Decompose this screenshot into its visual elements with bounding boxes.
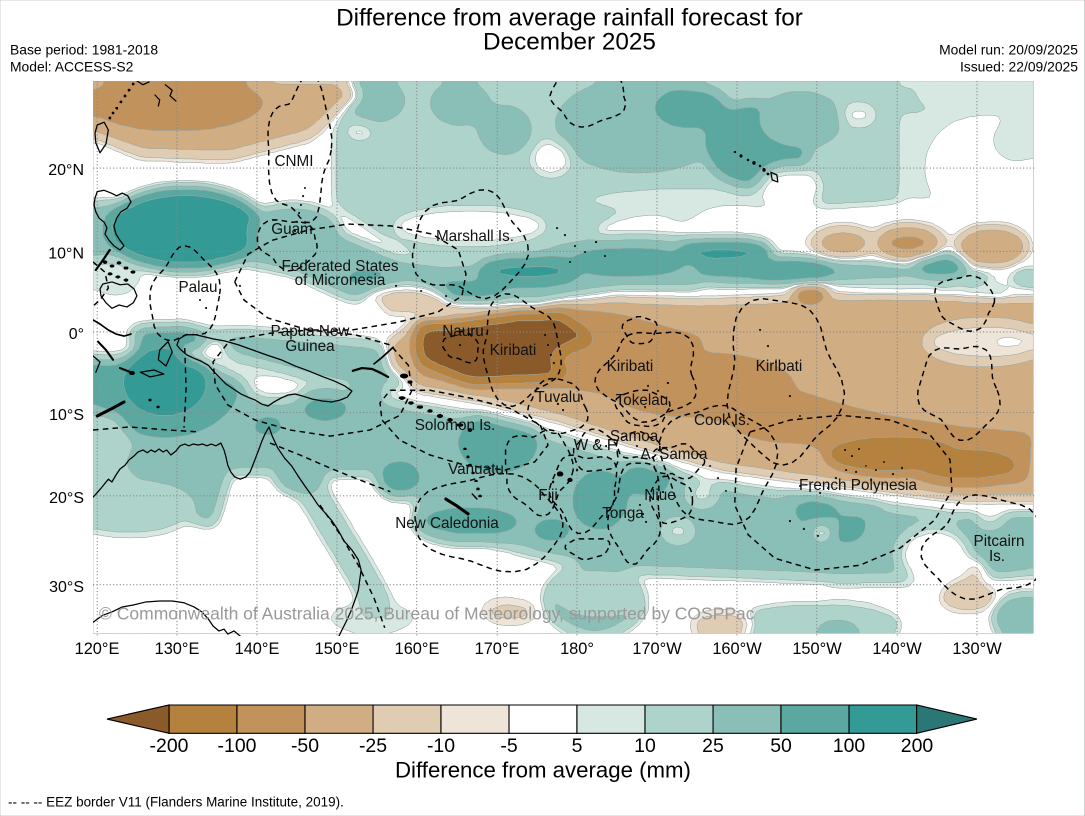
svg-text:Tokelau: Tokelau [616, 392, 669, 409]
svg-text:W & F: W & F [574, 437, 616, 454]
svg-text:-50: -50 [291, 735, 319, 757]
svg-text:50: 50 [770, 735, 792, 757]
svg-text:5: 5 [572, 735, 583, 757]
svg-text:Pitcairn: Pitcairn [974, 533, 1025, 550]
svg-text:Papua New: Papua New [271, 323, 351, 340]
svg-text:170°W: 170°W [632, 640, 682, 658]
svg-text:140°W: 140°W [872, 640, 922, 658]
svg-text:25: 25 [702, 735, 724, 757]
svg-text:Nauru: Nauru [442, 323, 484, 340]
svg-text:100: 100 [833, 735, 866, 757]
svg-text:-- -- -- EEZ border V11 (Fla: -- -- -- EEZ border V11 (Flanders Marine… [8, 794, 344, 809]
svg-text:150°W: 150°W [792, 640, 842, 658]
svg-text:CNMI: CNMI [274, 153, 313, 170]
svg-text:© Commonwealth of Australia 20: © Commonwealth of Australia 2025, Bureau… [99, 604, 755, 624]
svg-text:Samoa: Samoa [610, 428, 659, 445]
svg-text:Federated States: Federated States [281, 258, 398, 275]
svg-text:New Caledonia: New Caledonia [395, 515, 499, 532]
svg-text:Tonga: Tonga [602, 505, 644, 522]
svg-text:10: 10 [634, 735, 656, 757]
svg-text:Palau: Palau [178, 279, 217, 296]
svg-text:160°W: 160°W [712, 640, 762, 658]
svg-text:Base period: 1981-2018: Base period: 1981-2018 [10, 42, 158, 58]
svg-text:December 2025: December 2025 [483, 28, 656, 55]
svg-text:Cook Is.: Cook Is. [694, 412, 750, 429]
svg-text:Kiribati: Kiribati [607, 358, 654, 375]
svg-text:120°E: 120°E [75, 640, 120, 658]
svg-text:Fiji: Fiji [538, 487, 558, 504]
svg-text:-100: -100 [218, 735, 257, 757]
svg-text:Kiribati: Kiribati [490, 342, 537, 359]
svg-text:10°S: 10°S [49, 407, 84, 424]
svg-text:Difference from average rainfa: Difference from average rainfall forecas… [336, 4, 803, 31]
svg-text:180°: 180° [560, 640, 594, 658]
svg-text:Solomon Is.: Solomon Is. [415, 417, 496, 434]
svg-text:20°S: 20°S [49, 490, 84, 507]
svg-text:0°: 0° [69, 326, 84, 343]
svg-text:Is.: Is. [989, 548, 1005, 565]
svg-text:Niue: Niue [644, 487, 675, 504]
svg-text:-5: -5 [500, 735, 517, 757]
svg-text:150°E: 150°E [315, 640, 360, 658]
svg-text:160°E: 160°E [395, 640, 440, 658]
svg-text:Tuvalu: Tuvalu [535, 389, 580, 406]
svg-text:130°W: 130°W [952, 640, 1002, 658]
svg-text:30°S: 30°S [49, 579, 84, 596]
svg-text:10°N: 10°N [48, 245, 84, 262]
svg-text:140°E: 140°E [235, 640, 280, 658]
svg-text:-10: -10 [427, 735, 455, 757]
svg-text:200: 200 [901, 735, 934, 757]
svg-text:Model run: 20/09/2025: Model run: 20/09/2025 [939, 42, 1078, 58]
svg-text:130°E: 130°E [155, 640, 200, 658]
svg-text:-200: -200 [150, 735, 189, 757]
svg-text:Marshall Is.: Marshall Is. [436, 228, 514, 245]
svg-text:170°E: 170°E [475, 640, 520, 658]
svg-text:French Polynesia: French Polynesia [799, 477, 917, 494]
svg-text:20°N: 20°N [48, 162, 84, 179]
svg-text:of Micronesia: of Micronesia [295, 272, 386, 289]
svg-text:Issued: 22/09/2025: Issued: 22/09/2025 [960, 59, 1078, 75]
svg-text:Kiribati: Kiribati [756, 358, 803, 375]
svg-text:-25: -25 [359, 735, 387, 757]
svg-text:Difference from average (mm): Difference from average (mm) [395, 758, 691, 783]
svg-text:Model: ACCESS-S2: Model: ACCESS-S2 [10, 59, 134, 75]
svg-text:A. Samoa: A. Samoa [640, 446, 708, 463]
svg-text:Vanuatu: Vanuatu [448, 461, 504, 478]
svg-text:Guam: Guam [271, 221, 313, 238]
svg-text:Guinea: Guinea [285, 338, 335, 355]
